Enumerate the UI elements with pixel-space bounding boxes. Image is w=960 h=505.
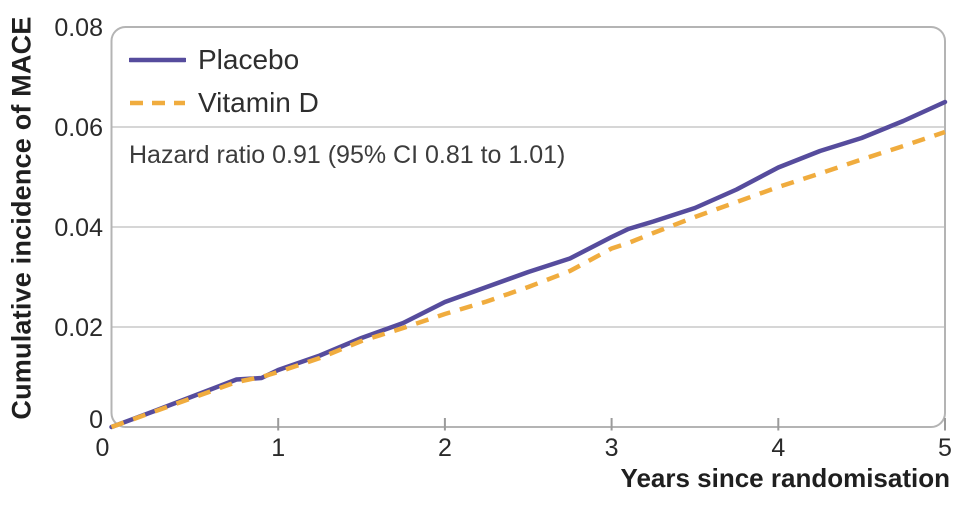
x-tick-label: 2 — [438, 434, 452, 462]
hazard-ratio-annotation: Hazard ratio 0.91 (95% CI 0.81 to 1.01) — [129, 141, 566, 169]
y-tick-label: 0.06 — [54, 114, 103, 142]
x-tick-label: 3 — [605, 434, 619, 462]
y-axis-title: Cumulative incidence of MACE — [6, 16, 37, 420]
vitamin-d-line — [110, 129, 946, 430]
y-tick-label: 0.02 — [54, 314, 103, 342]
legend-label-vitamin-d: Vitamin D — [198, 86, 319, 118]
x-tick-label: 5 — [938, 434, 952, 462]
y-tick-label: 0.08 — [54, 14, 103, 42]
plot-frame — [110, 26, 946, 428]
x-axis-title: Years since randomisation — [620, 463, 950, 493]
legend: Placebo Vitamin D — [129, 38, 319, 124]
placebo-line-swatch-icon — [129, 57, 186, 62]
x-tick-label: 0 — [96, 434, 110, 462]
vitamin-d-line-swatch-icon — [130, 100, 185, 105]
x-tick-label: 1 — [271, 434, 285, 462]
y-tick-label: 0 — [89, 406, 103, 434]
x-tick-label: 4 — [771, 434, 785, 462]
legend-item-vitamin-d: Vitamin D — [129, 81, 319, 124]
legend-label-placebo: Placebo — [198, 43, 300, 75]
legend-item-placebo: Placebo — [129, 38, 319, 81]
y-tick-label: 0.04 — [54, 214, 103, 242]
